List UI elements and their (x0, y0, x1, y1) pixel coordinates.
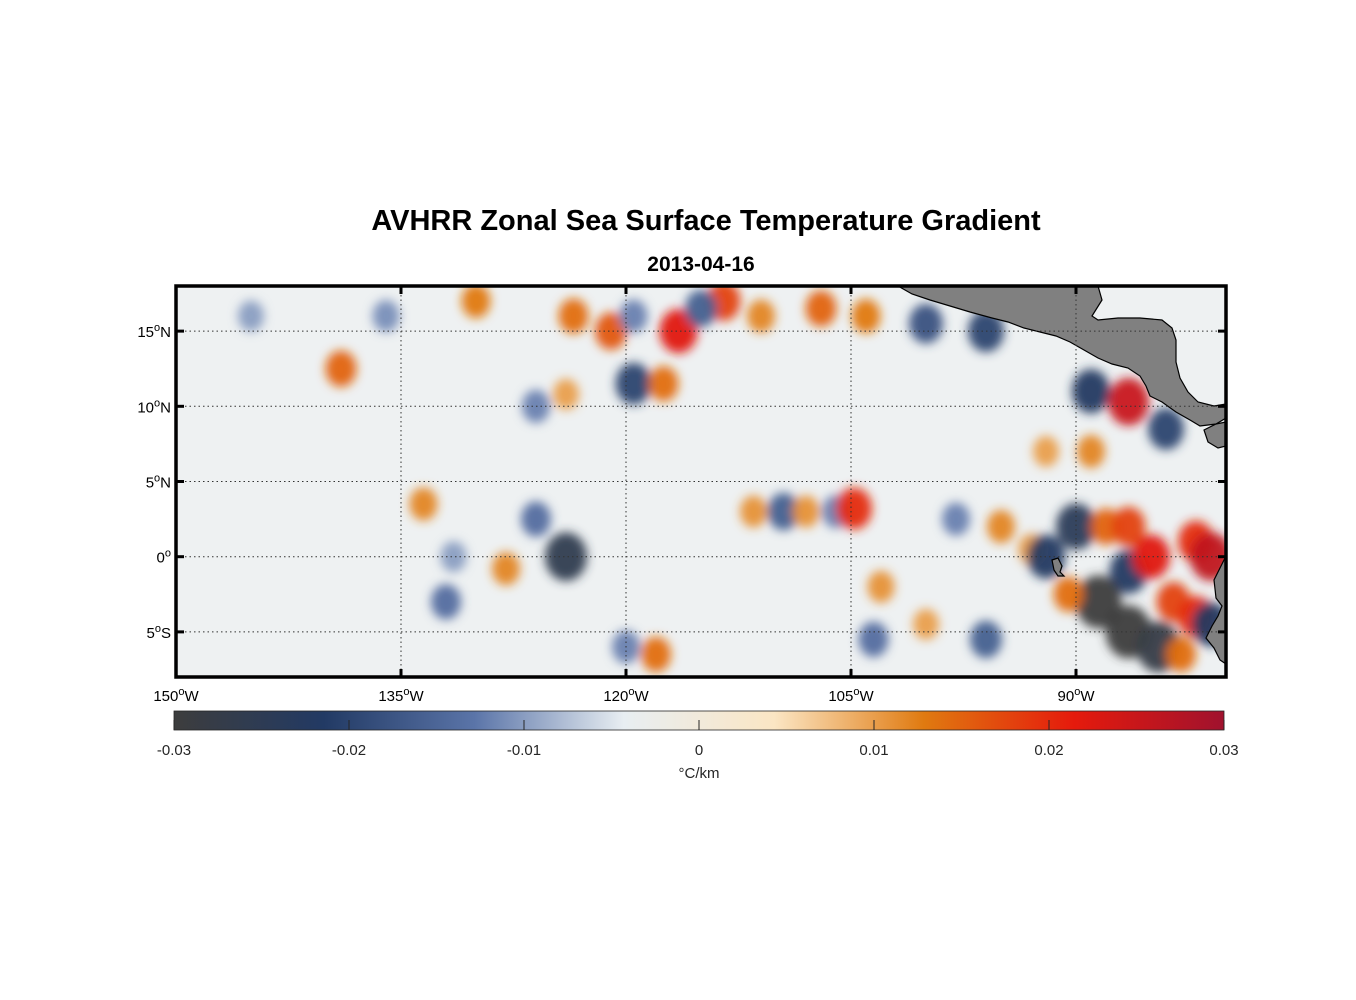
gradient-feature (238, 300, 264, 332)
gradient-feature (740, 495, 767, 528)
gradient-feature (615, 362, 652, 405)
gradient-feature (409, 487, 438, 521)
colorbar-ticks: -0.03 -0.02 -0.01 0 0.01 0.02 0.03 (157, 720, 1239, 759)
gradient-feature (1148, 407, 1184, 450)
gradient-feature (492, 552, 520, 586)
colorbar-tick-label: 0.02 (1034, 742, 1063, 759)
x-tick-label: 120oW (603, 686, 649, 705)
gradient-feature (521, 501, 551, 537)
x-tick-label: 105oW (828, 686, 874, 705)
gradient-feature (325, 350, 357, 387)
chart-title: AVHRR Zonal Sea Surface Temperature Grad… (371, 205, 1041, 237)
gradient-feature (595, 312, 627, 350)
land-central-america (896, 286, 1226, 427)
land-south-america (1205, 555, 1226, 665)
ocean-background (176, 286, 1226, 677)
gradient-feature (648, 366, 679, 402)
gradient-feature (987, 510, 1015, 544)
colorbar-tick-label: -0.02 (332, 742, 366, 759)
gradient-feature (1132, 534, 1170, 579)
y-tick-label: 0o (157, 548, 171, 567)
gradient-feature (1108, 378, 1149, 426)
gradient-feature (440, 541, 467, 573)
y-tick-label: 10oN (137, 397, 171, 416)
gradient-feature (805, 290, 837, 327)
gradient-feature (1190, 532, 1226, 581)
land-panama (1203, 421, 1226, 449)
y-tick-label: 15oN (137, 322, 171, 341)
colorbar-tick-label: 0 (695, 742, 703, 759)
gradient-feature (867, 570, 895, 603)
gradient-feature (909, 303, 943, 344)
gradient-feature (431, 584, 461, 620)
gradient-feature (1111, 506, 1146, 547)
y-tick-label: 5oS (147, 623, 171, 642)
gradient-feature (372, 300, 400, 333)
gradient-feature (461, 286, 491, 319)
gradient-feature (545, 532, 587, 581)
gradient-feature (836, 487, 872, 530)
gradient-feature (1075, 575, 1122, 629)
gradient-feature (942, 502, 970, 536)
gradient-feature (767, 492, 800, 531)
gradient-feature (558, 298, 589, 334)
gradient-feature (858, 621, 889, 658)
gradient-feature (747, 299, 775, 333)
gradient-feature (1056, 503, 1096, 550)
gradient-feature (1033, 435, 1059, 467)
gradient-feature (1072, 369, 1110, 414)
gradient-feature (1166, 636, 1196, 673)
colorbar-units: °C/km (679, 765, 720, 782)
colorbar-tick-label: 0.01 (859, 742, 888, 759)
gradient-feature (913, 608, 939, 640)
longitude-axis: 150oW 135oW 120oW 105oW 90oW (153, 286, 1095, 705)
gradient-feature (685, 289, 717, 328)
gradient-feature (659, 309, 698, 354)
gradient-feature (792, 495, 820, 528)
x-tick-label: 135oW (378, 686, 424, 705)
gradient-feature (553, 378, 579, 410)
gradient-feature (851, 298, 881, 334)
gradient-feature (970, 620, 1002, 659)
colorbar-tick-label: -0.01 (507, 742, 541, 759)
colorbar-tick-label: 0.03 (1209, 742, 1238, 759)
x-tick-label: 90oW (1058, 686, 1096, 705)
gradient-feature (641, 636, 671, 673)
x-tick-label: 150oW (153, 686, 199, 705)
gradient-field (238, 286, 1226, 673)
land-galapagos (1051, 557, 1066, 577)
gradient-feature (1053, 576, 1084, 612)
colorbar-tick-label: -0.03 (157, 742, 191, 759)
latitude-axis: 15oN 10oN 5oN 0o 5oS (137, 322, 1226, 642)
chart-subtitle: 2013-04-16 (647, 253, 755, 276)
y-tick-label: 5oN (146, 473, 171, 492)
gradient-feature (619, 299, 648, 333)
gradient-feature (1077, 434, 1105, 469)
